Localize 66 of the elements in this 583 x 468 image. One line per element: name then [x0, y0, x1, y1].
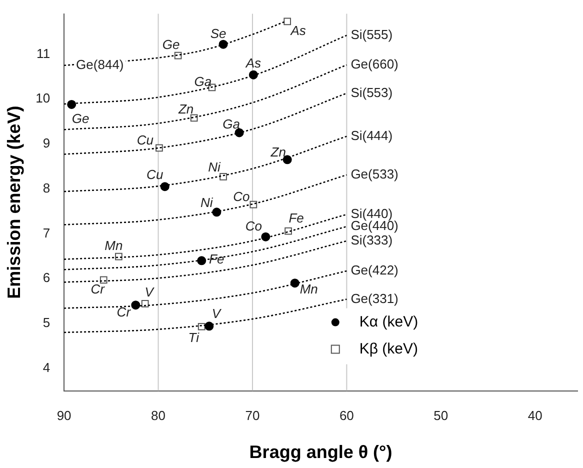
data-label: V [144, 284, 155, 300]
line-series [64, 92, 348, 155]
y-axis-title: Emission energy (keV) [4, 106, 24, 299]
data-label: Co [233, 189, 250, 204]
data-label: Zn [177, 102, 194, 117]
x-tick-label: 80 [151, 408, 166, 424]
line-series [64, 270, 348, 309]
y-tick-label: 4 [42, 360, 50, 375]
series-label: Ge(660) [350, 56, 398, 72]
data-label: Ga [222, 116, 240, 132]
y-tick-label: 5 [42, 315, 50, 330]
y-tick-label: 11 [36, 46, 50, 61]
data-label: Fe [288, 210, 304, 226]
point [131, 300, 140, 310]
y-tick-label: 10 [36, 90, 50, 106]
x-tick-label: 70 [245, 408, 260, 424]
point [248, 70, 258, 80]
series-label: Ge(533) [350, 166, 398, 182]
data-label: Fe [209, 251, 224, 266]
data-label: Co [245, 218, 262, 234]
data-label: As [244, 55, 262, 70]
series-label: Si(555) [350, 26, 393, 42]
x-tick-label: 90 [56, 408, 72, 424]
point [141, 300, 149, 308]
series-label: Ge(844) [76, 56, 124, 72]
x-tick-label: 60 [339, 408, 354, 424]
y-tick-label: 6 [42, 270, 50, 286]
line-series [64, 298, 348, 334]
series-label: Si(333) [350, 232, 393, 248]
point [261, 232, 270, 242]
data-label: Cu [146, 167, 164, 182]
point [220, 173, 227, 180]
point [100, 276, 108, 284]
data-label: Mn [104, 238, 123, 254]
point [282, 155, 292, 164]
legend-label: Kα (keV) [359, 313, 418, 330]
data-label: V [212, 306, 222, 321]
data-label: Zn [270, 144, 286, 160]
line-series [64, 136, 348, 192]
series-label: Si(553) [350, 84, 393, 100]
x-tick-label: 50 [434, 408, 448, 424]
x-axis-title: Bragg angle θ (°) [249, 442, 392, 462]
data-label: Ge [162, 37, 180, 52]
x-tick-label: 40 [528, 408, 542, 424]
data-label: Cr [116, 304, 132, 320]
data-label: Ti [188, 330, 200, 346]
series-label: Ge(422) [350, 262, 398, 278]
data-label: Ni [200, 194, 214, 210]
point [284, 18, 292, 26]
data-label: Ge [72, 111, 90, 126]
legend-label: Kβ (keV) [359, 340, 418, 358]
line-series [64, 240, 348, 283]
y-tick-label: 8 [42, 180, 50, 196]
y-tick-label: 9 [42, 136, 50, 151]
data-label: Se [210, 26, 226, 41]
data-label: Ni [208, 159, 222, 174]
data-label: Mn [300, 282, 318, 297]
data-label: Ga [194, 74, 212, 90]
series-label: Si(444) [350, 128, 393, 143]
point [67, 100, 76, 109]
series-label: Si(440) [350, 206, 393, 221]
series-label: Ge(331) [350, 290, 398, 306]
data-label: Cr [90, 282, 106, 297]
data-label: Cu [136, 132, 154, 148]
data-label: As [290, 23, 306, 38]
y-tick-label: 7 [42, 225, 50, 240]
